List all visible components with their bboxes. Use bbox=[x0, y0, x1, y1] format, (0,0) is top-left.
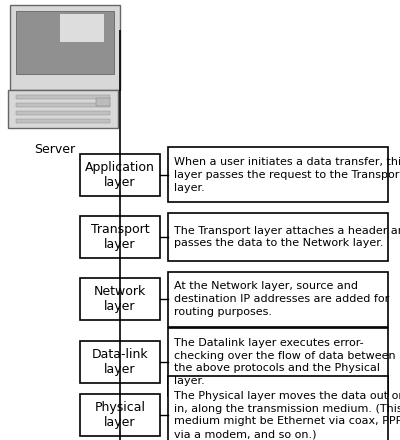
Bar bbox=[48, 98, 82, 103]
Bar bbox=[168, 271, 388, 326]
Text: Network
layer: Network layer bbox=[94, 285, 146, 313]
Bar bbox=[80, 154, 160, 196]
Bar bbox=[16, 103, 110, 107]
Bar bbox=[8, 90, 118, 128]
Text: At the Network layer, source and
destination IP addresses are added for
routing : At the Network layer, source and destina… bbox=[174, 281, 389, 317]
Text: The Datalink layer executes error-
checking over the flow of data between
the ab: The Datalink layer executes error- check… bbox=[174, 338, 396, 386]
Bar bbox=[16, 11, 114, 74]
Bar bbox=[96, 98, 110, 106]
Text: Transport
layer: Transport layer bbox=[91, 223, 149, 251]
Bar bbox=[80, 216, 160, 258]
Text: Data-link
layer: Data-link layer bbox=[92, 348, 148, 376]
Bar bbox=[60, 14, 104, 42]
Bar bbox=[16, 95, 110, 99]
Text: Server: Server bbox=[34, 143, 76, 156]
Text: When a user initiates a data transfer, this
layer passes the request to the Tran: When a user initiates a data transfer, t… bbox=[174, 157, 400, 193]
Bar bbox=[10, 5, 120, 90]
Bar bbox=[168, 376, 388, 440]
Bar bbox=[16, 119, 110, 123]
Text: The Physical layer moves the data out or
in, along the transmission medium. (Thi: The Physical layer moves the data out or… bbox=[174, 391, 400, 439]
Bar bbox=[80, 278, 160, 320]
Bar bbox=[16, 111, 110, 115]
Bar bbox=[168, 147, 388, 202]
Bar bbox=[80, 394, 160, 436]
Bar bbox=[168, 328, 388, 396]
Bar bbox=[168, 213, 388, 261]
Bar bbox=[80, 341, 160, 383]
Text: The Transport layer attaches a header and
passes the data to the Network layer.: The Transport layer attaches a header an… bbox=[174, 226, 400, 249]
Bar bbox=[55, 90, 75, 98]
Text: Physical
layer: Physical layer bbox=[94, 401, 146, 429]
Text: Application
layer: Application layer bbox=[85, 161, 155, 189]
